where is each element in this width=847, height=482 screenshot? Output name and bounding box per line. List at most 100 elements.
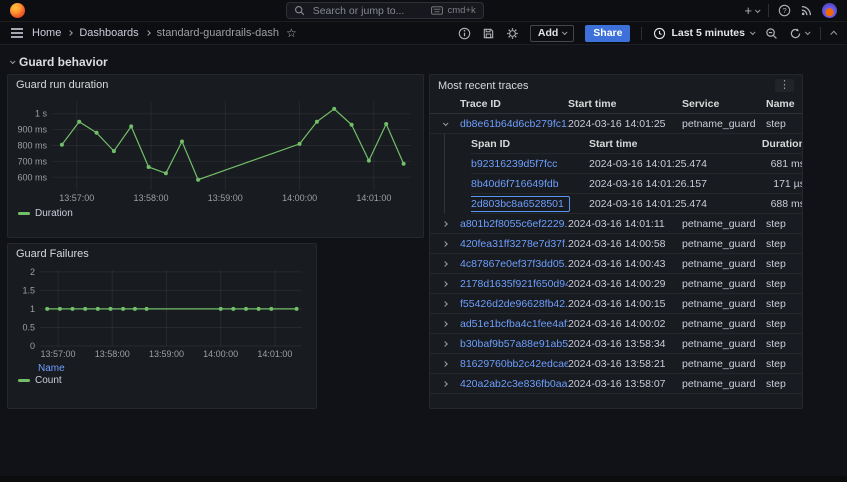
data-point[interactable] [366,158,371,163]
row-toggle-guard-behavior[interactable]: Guard behavior [9,55,108,69]
data-point[interactable] [180,139,184,144]
data-point[interactable] [231,306,236,311]
data-point[interactable] [146,165,151,169]
collapse-toolbar-button[interactable] [830,30,838,38]
trace-name: step [766,217,786,230]
panel-most-recent-traces: Most recent traces ⋮ Trace ID Start time S… [429,74,803,409]
data-point[interactable] [59,142,64,147]
help-button[interactable]: ? [778,4,791,17]
trace-id-link[interactable]: b30baf9b57a88e91ab5... [460,337,568,350]
column-header-trace-id[interactable]: Trace ID [460,97,501,110]
chevron-right-icon [442,260,448,267]
data-point[interactable] [83,306,88,311]
search-box[interactable]: cmd+k [285,2,484,19]
dashboard-insights-button[interactable] [458,27,471,40]
span-column-header-start-time[interactable]: Start time [589,137,638,150]
row-expander[interactable] [430,360,460,367]
data-point[interactable] [269,306,274,311]
data-point[interactable] [401,161,406,166]
span-id-link[interactable]: 2d803bc8a6528501 [471,195,570,212]
panel-title[interactable]: Most recent traces ⋮ [430,75,802,94]
data-point[interactable] [45,306,50,311]
zoom-out-time-button[interactable] [765,27,778,40]
time-range-picker[interactable]: Last 5 minutes [653,27,756,40]
data-point[interactable] [297,141,302,146]
data-point[interactable] [95,306,100,311]
trace-id-link[interactable]: a801b2f8055c6ef2229... [460,217,568,230]
data-point[interactable] [129,124,134,129]
data-point[interactable] [196,177,201,182]
y-tick-label: 1.5 [22,285,35,295]
section-title: Guard behavior [19,55,108,69]
data-point[interactable] [244,306,248,311]
duration-line-chart[interactable]: 13:57:00 13:58:00 13:59:00 14:00:00 14:01:00… [8,93,421,207]
data-point[interactable] [121,306,126,311]
dashboard-settings-button[interactable] [506,27,519,40]
y-tick-label: 800 ms [17,141,47,151]
trace-id-link[interactable]: 420fea31ff3278e7d37f... [460,237,568,250]
span-column-header-span-id[interactable]: Span ID [471,137,511,150]
data-point[interactable] [256,306,261,311]
row-expander[interactable] [430,340,460,347]
data-point[interactable] [77,119,82,124]
data-point[interactable] [349,122,354,127]
save-dashboard-button[interactable] [482,27,495,40]
row-expander[interactable] [430,220,460,227]
row-expander[interactable] [430,280,460,287]
data-point[interactable] [314,119,319,124]
add-new-button[interactable]: + [744,3,761,18]
span-column-header-duration[interactable]: Duration [761,137,803,150]
data-point[interactable] [384,122,389,126]
row-expander[interactable] [430,240,460,247]
chevron-right-icon [442,340,448,347]
failures-line-chart[interactable]: 13:57:00 13:58:00 13:59:00 14:00:00 14:01:00… [8,262,314,362]
data-point[interactable] [94,130,99,135]
search-input[interactable] [310,3,426,18]
data-point[interactable] [163,171,168,176]
data-point[interactable] [218,306,223,311]
span-id-link[interactable]: b92316239d5f7fcc [471,157,558,170]
data-point[interactable] [108,306,113,311]
share-button[interactable]: Share [585,24,631,42]
add-panel-button[interactable]: Add [529,24,575,42]
data-point[interactable] [70,306,75,311]
legend-item-duration[interactable]: Duration [8,207,423,223]
breadcrumb-home[interactable]: Home [32,27,62,39]
trace-id-link[interactable]: ad51e1bcfba4c1fee4af3... [460,317,568,330]
column-header-start-time[interactable]: Start time [568,97,617,110]
mega-menu-button[interactable] [10,27,24,39]
trace-start-time: 2024-03-16 13:58:34 [568,337,666,350]
trace-id-link[interactable]: 81629760bb2c42edcae... [460,357,568,370]
row-expander[interactable] [430,380,460,387]
column-header-name[interactable]: Name [766,97,795,110]
row-expander[interactable] [430,119,460,126]
field-name-link[interactable]: Name [38,363,65,374]
span-id-link[interactable]: 8b40d6f716649fdb [471,177,559,190]
refresh-button[interactable] [789,27,811,40]
trace-id-link[interactable]: 4c87867e0ef37f3dd05... [460,257,568,270]
trace-name: step [766,337,786,350]
column-header-service[interactable]: Service [682,97,720,110]
data-point[interactable] [132,306,137,311]
favorite-star-button[interactable]: ☆ [285,26,297,40]
data-point[interactable] [144,306,149,311]
row-expander[interactable] [430,300,460,307]
trace-id-link[interactable]: 2178d1635f921f650d94... [460,277,568,290]
row-expander[interactable] [430,320,460,327]
trace-id-link[interactable]: f55426d2de96628fb42... [460,297,568,310]
trace-id-link[interactable]: db8e61b64d6cb279fc1... [460,117,568,130]
data-point[interactable] [111,149,116,154]
grafana-logo-icon[interactable] [10,3,25,18]
breadcrumb-dashboards[interactable]: Dashboards [79,27,139,39]
data-point[interactable] [332,106,337,111]
news-button[interactable] [800,4,813,17]
panel-menu-icon[interactable]: ⋮ [775,79,794,92]
data-point[interactable] [57,306,62,311]
trace-id-link[interactable]: 420a2ab2c3e836fb0aa... [460,377,568,390]
panel-title[interactable]: Guard run duration [16,79,109,91]
user-avatar[interactable] [822,3,837,18]
data-point[interactable] [294,306,299,311]
panel-title[interactable]: Guard Failures [16,248,89,260]
legend-item-count[interactable]: Count [8,374,316,390]
row-expander[interactable] [430,260,460,267]
